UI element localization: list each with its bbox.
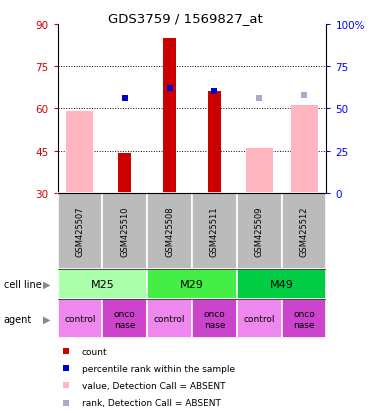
Bar: [237, 299, 282, 339]
Bar: [147, 193, 192, 270]
Text: GSM425507: GSM425507: [75, 206, 85, 257]
Text: control: control: [64, 315, 96, 323]
Bar: [290, 106, 318, 193]
Text: value, Detection Call = ABSENT: value, Detection Call = ABSENT: [82, 381, 225, 390]
Text: agent: agent: [4, 314, 32, 324]
Bar: [237, 270, 326, 299]
Bar: [192, 193, 237, 270]
Bar: [58, 270, 147, 299]
Bar: [192, 299, 237, 339]
Text: GSM425509: GSM425509: [255, 206, 264, 256]
Text: control: control: [243, 315, 275, 323]
Bar: [58, 193, 102, 270]
Text: onco
nase: onco nase: [293, 309, 315, 329]
Text: onco
nase: onco nase: [204, 309, 225, 329]
Bar: [102, 299, 147, 339]
Bar: [147, 270, 237, 299]
Bar: [102, 193, 147, 270]
Text: cell line: cell line: [4, 280, 42, 290]
Text: GSM425511: GSM425511: [210, 206, 219, 256]
Text: GSM425512: GSM425512: [299, 206, 309, 256]
Text: count: count: [82, 347, 107, 356]
Text: M29: M29: [180, 280, 204, 290]
Text: rank, Detection Call = ABSENT: rank, Detection Call = ABSENT: [82, 398, 221, 407]
Text: ▶: ▶: [43, 314, 50, 324]
Text: GSM425510: GSM425510: [120, 206, 129, 256]
Bar: [282, 299, 326, 339]
Text: GSM425508: GSM425508: [165, 206, 174, 257]
Text: GDS3759 / 1569827_at: GDS3759 / 1569827_at: [108, 12, 263, 25]
Text: onco
nase: onco nase: [114, 309, 136, 329]
Bar: [237, 193, 282, 270]
Bar: [282, 193, 326, 270]
Bar: [66, 112, 93, 193]
Text: ▶: ▶: [43, 280, 50, 290]
Text: M49: M49: [270, 280, 293, 290]
Text: percentile rank within the sample: percentile rank within the sample: [82, 364, 235, 373]
Bar: [58, 299, 102, 339]
Bar: [208, 92, 221, 193]
Text: control: control: [154, 315, 186, 323]
Bar: [163, 39, 176, 193]
Bar: [246, 148, 273, 193]
Bar: [118, 154, 131, 193]
Text: M25: M25: [91, 280, 114, 290]
Bar: [147, 299, 192, 339]
